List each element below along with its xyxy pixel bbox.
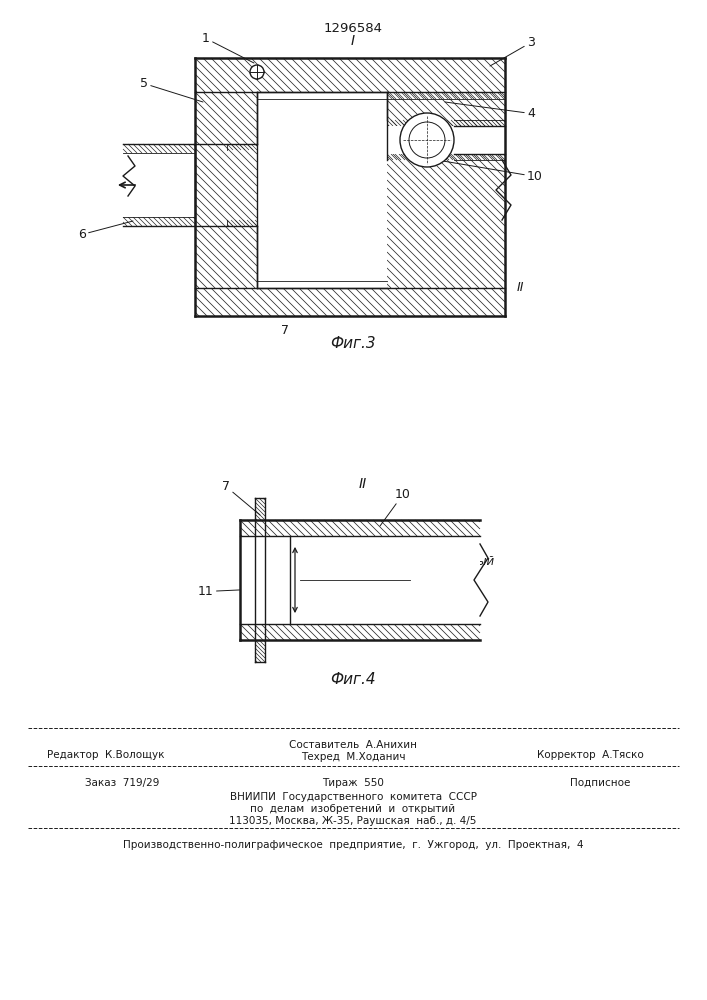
Text: 4: 4 xyxy=(445,102,535,120)
Text: 11: 11 xyxy=(198,585,282,598)
Text: Техред  М.Ходанич: Техред М.Ходанич xyxy=(300,752,405,762)
Text: 3: 3 xyxy=(490,36,535,66)
Text: II: II xyxy=(517,281,525,294)
Text: II: II xyxy=(359,477,367,491)
Bar xyxy=(387,126,510,154)
Text: Подписное: Подписное xyxy=(570,778,630,788)
Text: 113035, Москва, Ж-35, Раушская  наб., д. 4/5: 113035, Москва, Ж-35, Раушская наб., д. … xyxy=(229,816,477,826)
Text: 10: 10 xyxy=(437,160,543,183)
Text: 7: 7 xyxy=(281,324,289,337)
Text: Редактор  К.Волощук: Редактор К.Волощук xyxy=(47,750,165,760)
Text: 1296584: 1296584 xyxy=(324,22,382,35)
Circle shape xyxy=(400,113,454,167)
Text: 6: 6 xyxy=(78,221,133,241)
Text: Производственно-полиграфическое  предприятие,  г.  Ужгород,  ул.  Проектная,  4: Производственно-полиграфическое предприя… xyxy=(123,840,583,850)
Text: Тираж  550: Тираж 550 xyxy=(322,778,384,788)
Text: 7: 7 xyxy=(222,480,260,515)
Text: 1: 1 xyxy=(202,32,254,63)
Text: Фиг.3: Фиг.3 xyxy=(330,336,376,351)
Bar xyxy=(240,536,480,624)
Text: по  делам  изобретений  и  открытий: по делам изобретений и открытий xyxy=(250,804,455,814)
Text: 10: 10 xyxy=(380,488,411,526)
Text: Заказ  719/29: Заказ 719/29 xyxy=(85,778,159,788)
Text: Составитель  А.Анихин: Составитель А.Анихин xyxy=(289,740,417,750)
Text: 5: 5 xyxy=(140,77,203,102)
Bar xyxy=(123,153,195,217)
Circle shape xyxy=(250,65,264,79)
Text: ВНИИПИ  Государственного  комитета  СССР: ВНИИПИ Государственного комитета СССР xyxy=(230,792,477,802)
Text: Фиг.4: Фиг.4 xyxy=(330,672,376,687)
Text: d переменный: d переменный xyxy=(405,555,494,568)
Bar xyxy=(195,58,505,316)
Bar xyxy=(257,92,387,288)
Text: Корректор  А.Тяско: Корректор А.Тяско xyxy=(537,750,643,760)
Text: I: I xyxy=(351,34,355,48)
